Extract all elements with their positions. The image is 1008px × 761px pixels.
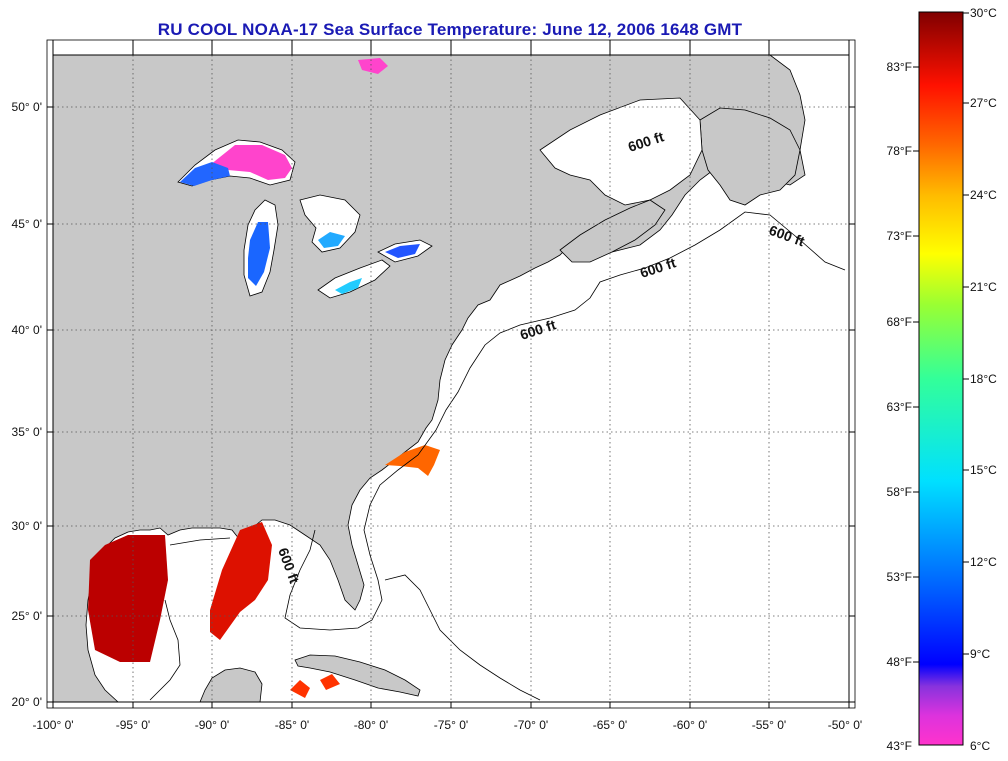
axis-ticks	[47, 40, 855, 708]
lake-erie	[317, 259, 391, 299]
lon-label: -55° 0'	[752, 718, 786, 732]
sst-lake-michigan	[248, 222, 270, 286]
celsius-label: 21°C	[970, 280, 997, 294]
celsius-label: 24°C	[970, 188, 997, 202]
celsius-label: 30°C	[970, 6, 997, 20]
celsius-label: 6°C	[970, 739, 990, 753]
sst-central-gulf	[210, 522, 272, 640]
lat-label: 30° 0'	[12, 519, 42, 533]
lon-label: -100° 0'	[32, 718, 73, 732]
newfoundland-land	[699, 107, 801, 206]
yucatan-land	[199, 667, 263, 702]
isobath-600ft-gulf	[149, 537, 231, 701]
fahrenheit-label: 68°F	[887, 315, 912, 329]
fahrenheit-label: 53°F	[887, 570, 912, 584]
isobath-600ft	[284, 211, 846, 631]
fahrenheit-label: 48°F	[887, 655, 912, 669]
sst-western-gulf	[88, 535, 168, 662]
sst-lake-ontario	[385, 244, 420, 258]
sst-southern-gulf	[290, 674, 340, 698]
lat-label: 40° 0'	[12, 323, 42, 337]
lat-label: 50° 0'	[12, 100, 42, 114]
lon-label: -85° 0'	[275, 718, 309, 732]
celsius-label: 18°C	[970, 372, 997, 386]
lat-label: 45° 0'	[12, 217, 42, 231]
fahrenheit-label: 63°F	[887, 400, 912, 414]
isobath-600ft-bahamas	[384, 574, 541, 701]
colorbar-ticks	[913, 12, 969, 663]
sst-lake-huron	[318, 232, 345, 248]
lon-label: -80° 0'	[354, 718, 388, 732]
sst-lake-superior-west	[180, 162, 230, 186]
fahrenheit-label: 43°F	[887, 739, 912, 753]
gulf-st-lawrence	[539, 97, 703, 206]
longitude-labels: -100° 0' -95° 0' -90° 0' -85° 0' -80° 0'…	[32, 718, 862, 732]
fahrenheit-label: 78°F	[887, 144, 912, 158]
lake-huron	[299, 194, 361, 253]
nova-scotia-land	[559, 199, 666, 263]
fahrenheit-label: 73°F	[887, 229, 912, 243]
lon-label: -50° 0'	[828, 718, 862, 732]
sst-hudson-bay-corner	[358, 58, 388, 74]
celsius-label: 12°C	[970, 555, 997, 569]
fahrenheit-label: 83°F	[887, 60, 912, 74]
lon-label: -65° 0'	[593, 718, 627, 732]
colorbar-gradient	[918, 11, 964, 746]
lat-label: 20° 0'	[12, 695, 42, 709]
lat-label: 35° 0'	[12, 425, 42, 439]
lon-label: -95° 0'	[116, 718, 150, 732]
lon-label: -60° 0'	[673, 718, 707, 732]
celsius-label: 15°C	[970, 463, 997, 477]
celsius-label: 27°C	[970, 96, 997, 110]
lat-label: 25° 0'	[12, 609, 42, 623]
fahrenheit-label: 58°F	[887, 485, 912, 499]
map-title: RU COOL NOAA-17 Sea Surface Temperature:…	[157, 20, 743, 39]
sst-cape-hatteras	[385, 445, 440, 476]
lon-label: -90° 0'	[195, 718, 229, 732]
cuba-land	[294, 654, 421, 697]
lon-label: -70° 0'	[514, 718, 548, 732]
latitude-labels: 50° 0' 45° 0' 40° 0' 35° 0' 30° 0' 25° 0…	[12, 100, 42, 709]
colorbar: 30°C 27°C 24°C 21°C 18°C 15°C 12°C 9°C 6…	[887, 6, 998, 753]
sst-lake-erie	[335, 278, 362, 294]
sst-lake-superior	[210, 145, 292, 180]
lon-label: -75° 0'	[434, 718, 468, 732]
celsius-label: 9°C	[970, 647, 990, 661]
